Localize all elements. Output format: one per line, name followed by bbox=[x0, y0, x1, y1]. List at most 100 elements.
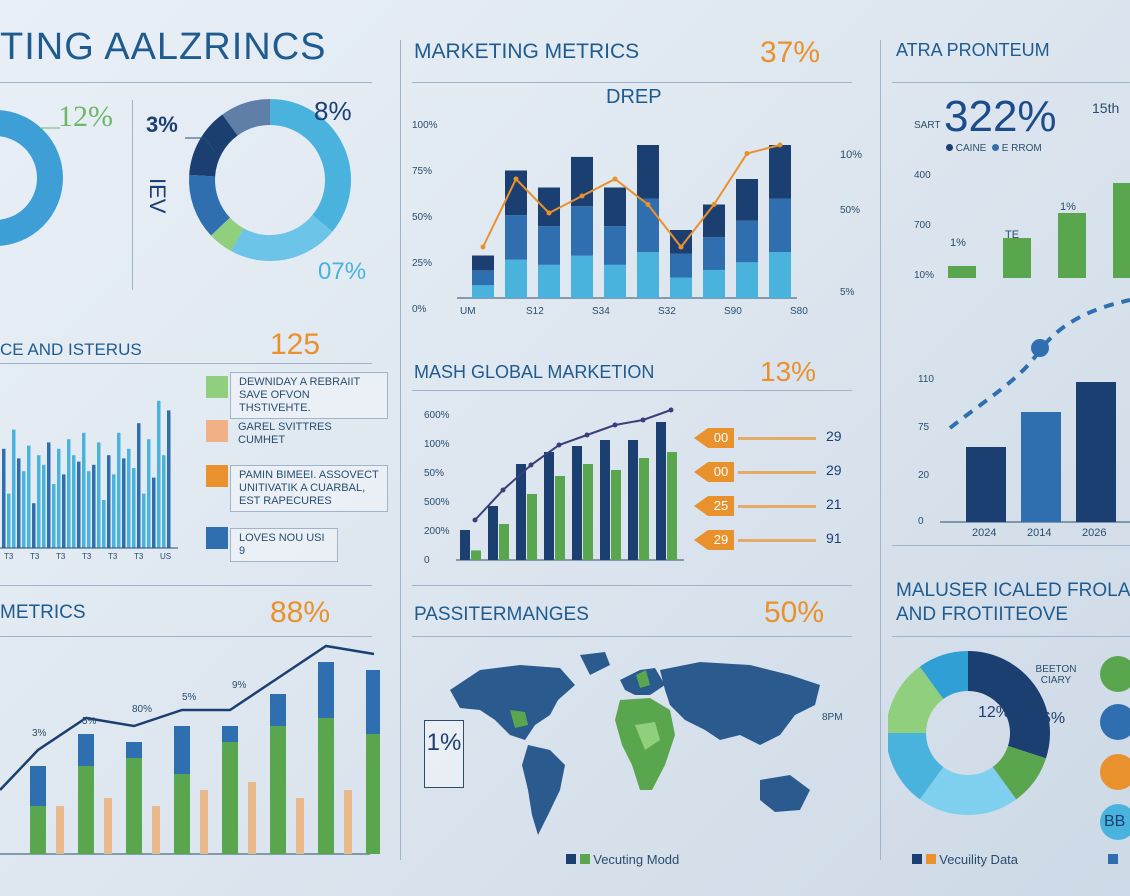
x-tick-label: T3 bbox=[56, 552, 66, 560]
bar-beige bbox=[104, 798, 112, 854]
chart-title: DREP bbox=[606, 86, 662, 108]
x-tick-label: S32 bbox=[658, 306, 676, 317]
bar-beige bbox=[296, 798, 304, 854]
bar-segment bbox=[538, 226, 560, 265]
y-tick-label: 0% bbox=[412, 304, 427, 315]
bar-blue bbox=[488, 506, 498, 560]
bar-segment bbox=[604, 264, 626, 298]
y-tick-label: 10% bbox=[914, 270, 934, 281]
legend-label: E RROM bbox=[1001, 143, 1042, 154]
y-tick-label: 20 bbox=[918, 470, 930, 481]
bar-blue bbox=[516, 464, 526, 560]
bar bbox=[67, 439, 71, 548]
panel-value: 37% bbox=[760, 36, 821, 69]
arrow-row: 25 21 bbox=[694, 496, 864, 516]
bar-blue bbox=[572, 446, 582, 560]
legend-swatch bbox=[206, 420, 228, 442]
label-8: 8% bbox=[314, 96, 352, 126]
donut-segments bbox=[888, 651, 1050, 815]
left-donut-ring bbox=[0, 110, 63, 246]
map-legend: Vecuting Modd bbox=[566, 852, 679, 867]
x-tick-label: T3 bbox=[82, 552, 92, 560]
legend-swatch bbox=[579, 854, 590, 864]
arrow-row: 00 29 bbox=[694, 428, 864, 448]
bar-segment bbox=[703, 204, 725, 238]
right-donut bbox=[189, 99, 351, 261]
legend-label: Vecuility Data bbox=[939, 852, 1019, 867]
circle-icon bbox=[1100, 704, 1130, 740]
divider bbox=[400, 40, 401, 860]
legend-label: Vecuting Modd bbox=[593, 852, 680, 867]
legend-swatch bbox=[206, 376, 228, 398]
legend-swatch bbox=[566, 854, 576, 864]
arrow-value: 00 bbox=[708, 462, 734, 482]
bar-green bbox=[667, 452, 677, 560]
bar-segment bbox=[736, 179, 758, 221]
x-tick-label: T3 bbox=[134, 552, 144, 560]
arrow-right-value: 21 bbox=[826, 496, 842, 512]
bar bbox=[147, 439, 151, 548]
bar-green bbox=[222, 742, 238, 854]
arrow-value: 00 bbox=[708, 428, 734, 448]
arrow-icon bbox=[694, 496, 708, 516]
data-label: 10% bbox=[840, 149, 862, 161]
bar bbox=[82, 432, 86, 548]
series-line bbox=[482, 144, 781, 249]
data-label: TE bbox=[1005, 229, 1019, 241]
circle-icon bbox=[1100, 656, 1130, 692]
y-tick-label: 75% bbox=[412, 166, 432, 177]
bar-beige bbox=[200, 790, 208, 854]
australia-shape bbox=[760, 775, 810, 812]
bar-green bbox=[318, 718, 334, 854]
donut-slice bbox=[967, 651, 1050, 759]
legend-entry: GAREL SVITTRES CUMHET bbox=[238, 421, 332, 446]
bar-blue bbox=[600, 440, 610, 560]
data-label: 5% bbox=[182, 692, 197, 703]
bar bbox=[72, 455, 76, 548]
panel-title-1: MALUSER ICALED FROLAN bbox=[896, 580, 1130, 601]
legend-swatch bbox=[1108, 854, 1118, 864]
bar bbox=[12, 429, 16, 548]
x-tick-label: T3 bbox=[4, 552, 14, 560]
drep-bar-line-chart: 100% 75% 50% 25% 0% UM S12 S34 S32 S90 S80 10% 50% 5% bbox=[412, 120, 862, 317]
data-label: 1% bbox=[950, 237, 966, 249]
line-point bbox=[513, 176, 519, 182]
bar-segment bbox=[670, 277, 692, 298]
x-tick-label: 2024 bbox=[972, 527, 996, 539]
panel-title: PASSITERMANGES bbox=[414, 604, 589, 625]
arrow-bar bbox=[738, 437, 816, 440]
donut-slice bbox=[189, 174, 231, 236]
donut-slice bbox=[269, 99, 351, 232]
y-tick-label: 75 bbox=[918, 422, 930, 433]
x-tick-label: 2014 bbox=[1027, 527, 1051, 539]
legend-dot bbox=[991, 144, 999, 151]
bar bbox=[142, 493, 146, 548]
line-point bbox=[472, 517, 478, 523]
line-point bbox=[777, 142, 783, 148]
y-tick-label: 0 bbox=[424, 555, 430, 566]
panel-value: 50% bbox=[764, 596, 825, 629]
divider bbox=[132, 100, 133, 290]
bar-beige bbox=[248, 782, 256, 854]
bar bbox=[57, 448, 61, 548]
label-07: 07% bbox=[318, 258, 367, 285]
bottom-right-donut bbox=[888, 651, 1050, 815]
y-tick-label: 100% bbox=[424, 439, 450, 450]
bb-icon: BB bbox=[1100, 804, 1130, 840]
y-tick-label: 500% bbox=[424, 497, 450, 508]
line-point bbox=[668, 407, 674, 413]
bar bbox=[62, 474, 66, 548]
bar bbox=[32, 503, 36, 548]
line-point bbox=[579, 193, 585, 199]
panel-title: CE AND ISTERUS bbox=[0, 340, 142, 359]
callout-value: 1% bbox=[426, 729, 462, 756]
divider bbox=[892, 82, 1130, 83]
line-point bbox=[480, 244, 486, 250]
bottom-right-legend: Vecuility Data bbox=[912, 852, 1018, 867]
trend-marker bbox=[1031, 339, 1049, 357]
metrics-bar-chart: 3% 5% 80% 5% 9% bbox=[0, 644, 380, 855]
legend-swatch bbox=[206, 527, 228, 549]
arrow-row: 00 29 bbox=[694, 462, 864, 482]
big-value: 322% bbox=[944, 92, 1057, 141]
divider bbox=[0, 585, 372, 586]
